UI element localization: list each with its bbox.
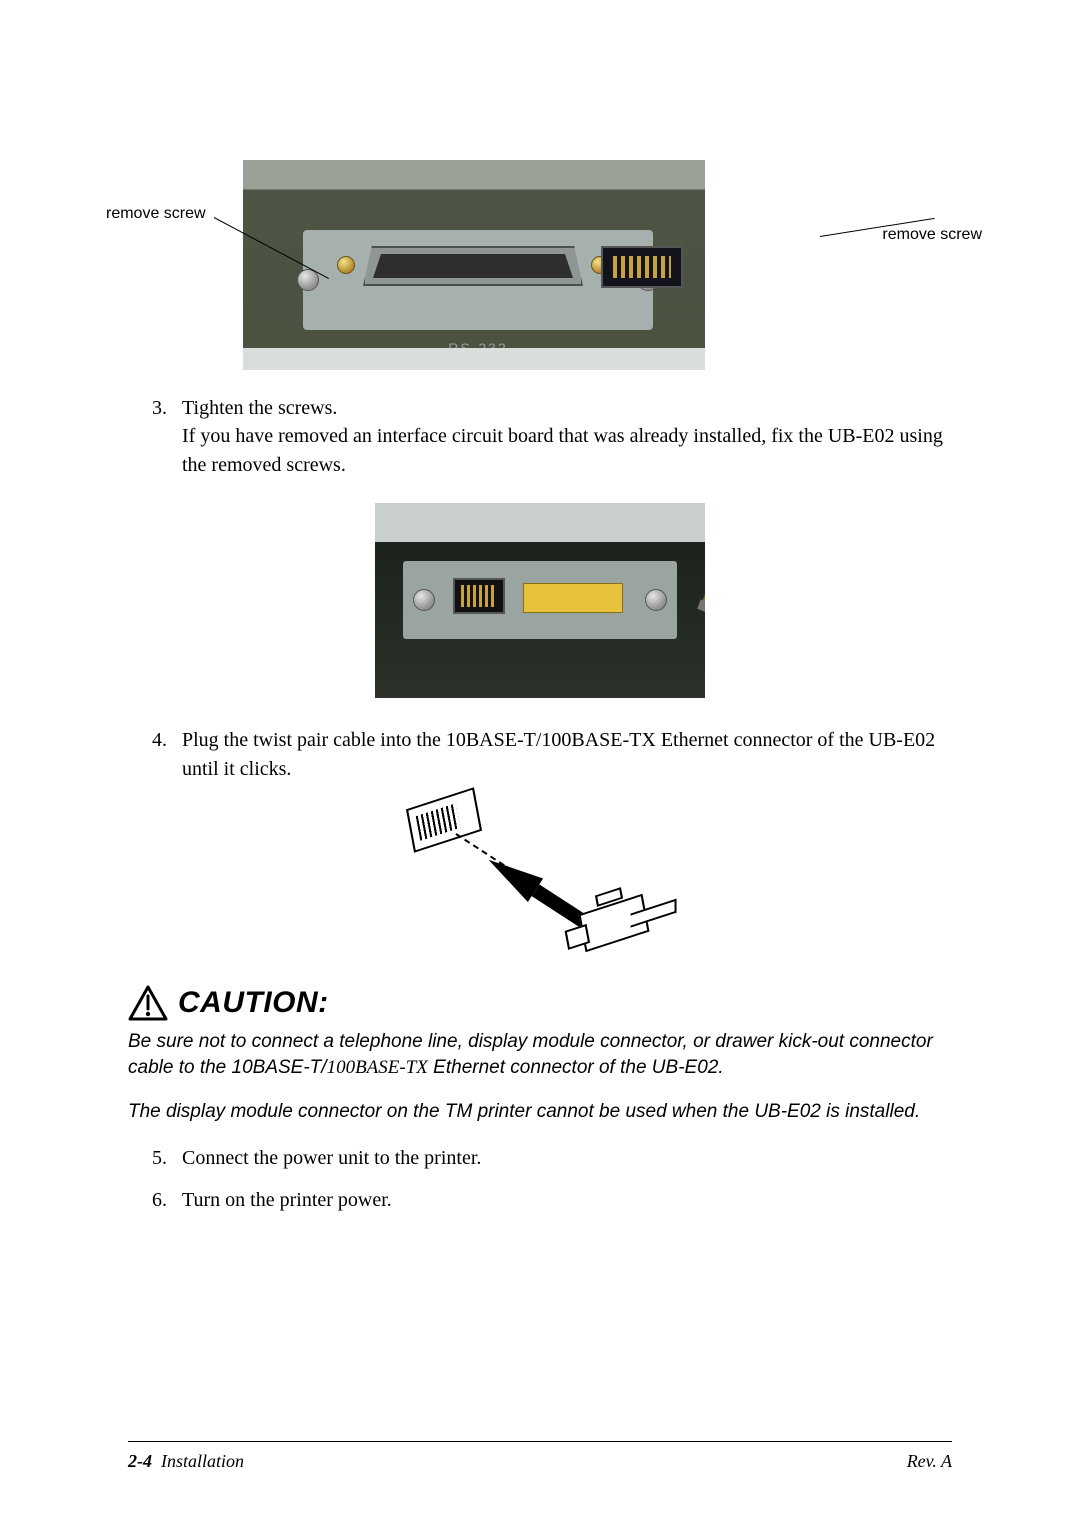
- callout-label-left: remove screw: [106, 205, 206, 223]
- caution-heading: CAUTION:: [178, 986, 329, 1020]
- photo-interface-panel: RS-232: [243, 160, 705, 370]
- ordered-step-3: 3. Tighten the screws. If you have remov…: [152, 394, 952, 479]
- step3-line2: If you have removed an interface circuit…: [182, 425, 943, 475]
- rj45-plug-illustration: [578, 894, 649, 953]
- footer-left: 2-4 Installation: [128, 1451, 244, 1472]
- caution-heading-row: CAUTION:: [128, 985, 952, 1021]
- step-number: 4.: [152, 726, 182, 783]
- footer-right: Rev. A: [907, 1451, 952, 1472]
- page-footer: 2-4 Installation Rev. A: [128, 1451, 952, 1472]
- insert-arrow-icon: [481, 848, 543, 902]
- step-number: 6.: [152, 1186, 182, 1214]
- ordered-step-5: 5. Connect the power unit to the printer…: [152, 1144, 952, 1172]
- step-text: Plug the twist pair cable into the 10BAS…: [182, 726, 952, 783]
- ordered-step-4: 4. Plug the twist pair cable into the 10…: [152, 726, 952, 783]
- plate-screw-right: [645, 589, 667, 611]
- step-number: 3.: [152, 394, 182, 479]
- step-text: Tighten the screws. If you have removed …: [182, 394, 952, 479]
- figure-tighten-screws: [375, 503, 705, 698]
- step-number: 5.: [152, 1144, 182, 1172]
- step-text: Connect the power unit to the printer.: [182, 1144, 952, 1172]
- warning-triangle-icon: [128, 985, 168, 1021]
- figure-remove-screws: remove screw remove screw RS-232: [128, 160, 952, 370]
- callout-label-right: remove screw: [882, 226, 982, 244]
- plate-screw-left: [413, 589, 435, 611]
- ube02-plate: [403, 561, 677, 639]
- rj-port: [601, 246, 683, 288]
- db25-connector: [363, 246, 583, 286]
- chassis-edge: [243, 348, 705, 370]
- screwdriver: [701, 503, 705, 606]
- ethernet-jack: [453, 578, 505, 614]
- section-title: Installation: [161, 1451, 244, 1471]
- jackscrew-left: [337, 256, 355, 274]
- caution-paragraph-2: The display module connector on the TM p…: [128, 1099, 952, 1125]
- warning-sticker: [523, 583, 623, 613]
- caution-p1-roman: 100BASE-TX: [327, 1057, 428, 1078]
- step3-line1: Tighten the screws.: [182, 397, 337, 419]
- footer-rule: [128, 1441, 952, 1442]
- page-number: 2-4: [128, 1451, 152, 1471]
- caution-paragraph-1: Be sure not to connect a telephone line,…: [128, 1029, 952, 1081]
- ordered-step-6: 6. Turn on the printer power.: [152, 1186, 952, 1214]
- figure-plug-cable: [410, 797, 670, 967]
- caution-p1-b: Ethernet connector of the UB-E02.: [428, 1057, 724, 1078]
- step-text: Turn on the printer power.: [182, 1186, 952, 1214]
